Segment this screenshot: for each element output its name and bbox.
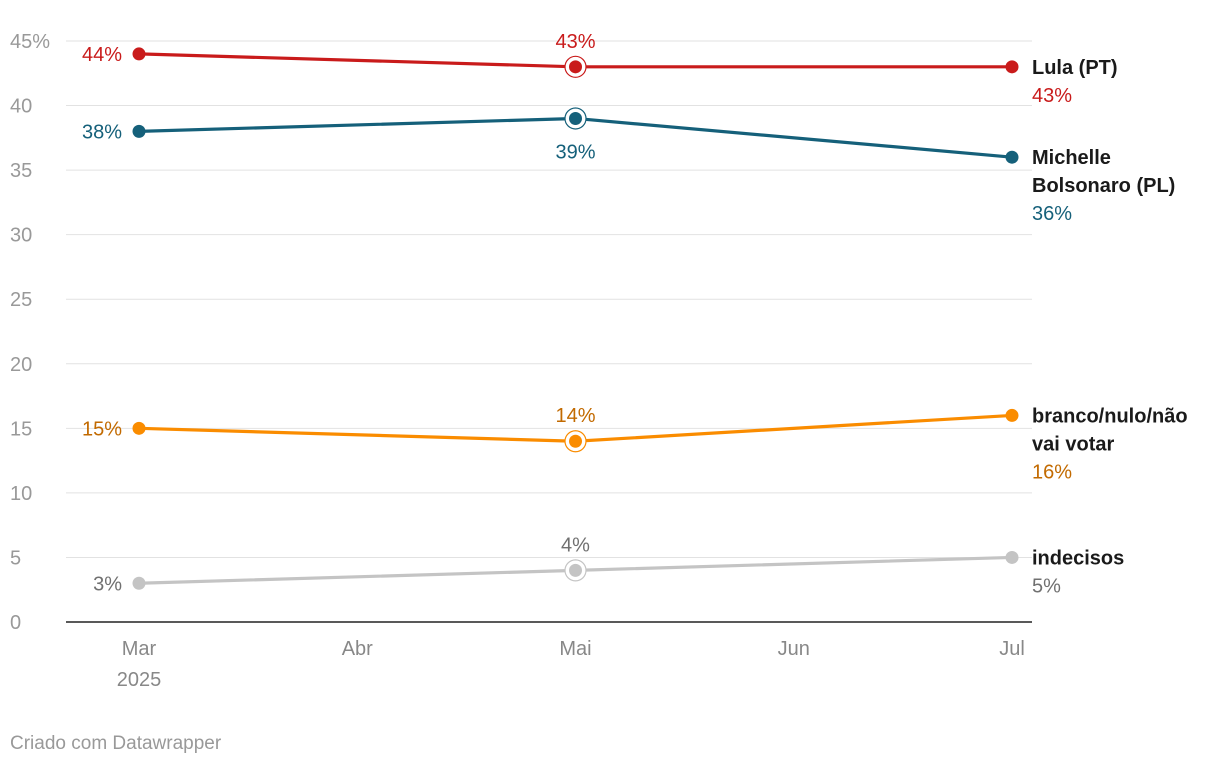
data-label: 38% <box>82 121 122 143</box>
end-value-label: 16% <box>1032 461 1072 483</box>
x-tick-label: Abr <box>342 638 373 660</box>
x-tick-label: Mai <box>559 638 591 660</box>
series-name-label: branco/nulo/não <box>1032 405 1188 427</box>
y-tick-label: 5 <box>10 547 21 569</box>
y-tick-label: 10 <box>10 483 32 505</box>
series-name-label: Lula (PT) <box>1032 57 1118 79</box>
data-label: 4% <box>561 534 590 556</box>
data-point <box>569 434 582 448</box>
y-tick-label: 0 <box>10 612 21 634</box>
series-points <box>132 47 1019 590</box>
data-point <box>1005 550 1019 564</box>
data-point <box>132 124 146 138</box>
series-name-label: indecisos <box>1032 547 1124 569</box>
data-point <box>569 60 582 74</box>
data-point <box>569 111 582 125</box>
data-point <box>569 563 582 577</box>
data-point <box>1005 150 1019 164</box>
end-value-label: 5% <box>1032 575 1061 597</box>
grid-lines <box>66 40 1032 558</box>
series-name-label: vai votar <box>1032 433 1114 455</box>
data-label: 14% <box>555 405 595 427</box>
credit-text: Criado com Datawrapper <box>10 733 222 754</box>
data-point <box>1005 408 1019 422</box>
data-label: 44% <box>82 44 122 66</box>
series-name-label: Bolsonaro (PL) <box>1032 175 1175 197</box>
end-value-label: 36% <box>1032 203 1072 225</box>
y-tick-label: 20 <box>10 354 32 376</box>
data-label: 43% <box>555 31 595 53</box>
y-tick-label: 15 <box>10 418 32 440</box>
data-point <box>1005 60 1019 74</box>
data-point <box>132 576 146 590</box>
data-label: 39% <box>555 141 595 163</box>
y-tick-label: 40 <box>10 96 32 118</box>
y-tick-label: 35 <box>10 160 32 182</box>
series-name-label: Michelle <box>1032 147 1111 169</box>
data-label: 15% <box>82 418 122 440</box>
x-tick-label: Mar <box>122 638 157 660</box>
y-tick-label: 30 <box>10 225 32 247</box>
data-labels: 44% 43% Lula (PT) 43% 38% 39% Michelle Bolsonar… <box>82 31 1188 598</box>
end-value-label: 43% <box>1032 85 1072 107</box>
data-label: 3% <box>93 573 122 595</box>
y-tick-label: 45% <box>10 31 50 53</box>
data-point <box>132 47 146 61</box>
x-tick-label: Jul <box>999 638 1025 660</box>
y-tick-label: 25 <box>10 289 32 311</box>
x-tick-label: Jun <box>778 638 810 660</box>
x-year-label: 2025 <box>117 669 162 691</box>
data-point <box>132 421 146 435</box>
series-lines <box>137 52 1014 585</box>
